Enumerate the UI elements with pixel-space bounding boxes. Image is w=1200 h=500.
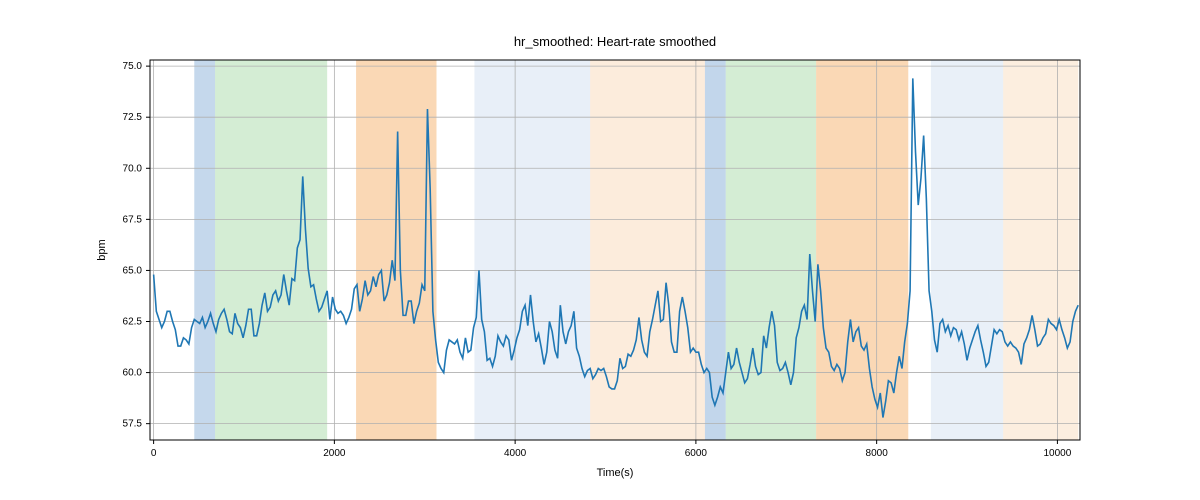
heart-rate-chart: 0 2000 4000 6000 8000 10000 57.5 60.0 62.5 65.0 67…: [0, 0, 1200, 500]
xtick-label: 6000: [685, 448, 708, 459]
ytick-label: 57.5: [123, 419, 143, 430]
xtick-label: 8000: [866, 448, 889, 459]
ytick-label: 65.0: [123, 265, 143, 276]
x-axis-label: Time(s): [597, 467, 634, 479]
ytick-label: 62.5: [123, 317, 143, 328]
ytick-label: 67.5: [123, 214, 143, 225]
y-axis-label: bpm: [96, 239, 108, 260]
ytick-label: 75.0: [123, 61, 143, 72]
ytick-label: 72.5: [123, 112, 143, 123]
xtick-label: 2000: [323, 448, 346, 459]
xtick-label: 4000: [504, 448, 527, 459]
ytick-label: 60.0: [123, 368, 143, 379]
ytick-label: 70.0: [123, 163, 143, 174]
xtick-label: 10000: [1043, 448, 1071, 459]
chart-container: 0 2000 4000 6000 8000 10000 57.5 60.0 62.5 65.0 67…: [0, 0, 1200, 500]
xtick-label: 0: [151, 448, 157, 459]
chart-title: hr_smoothed: Heart-rate smoothed: [514, 34, 716, 49]
